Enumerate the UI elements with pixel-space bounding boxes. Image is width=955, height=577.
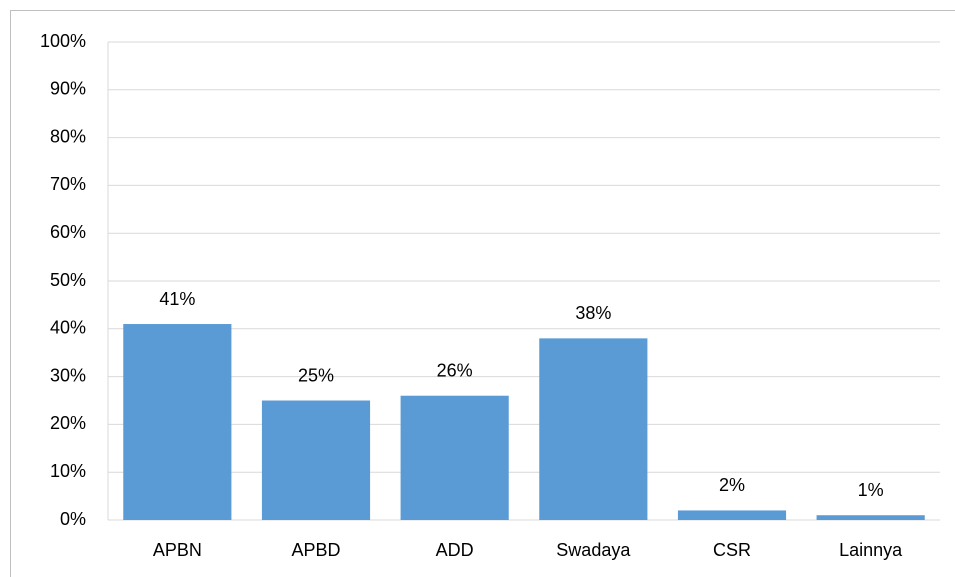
y-tick-label: 70% — [50, 174, 86, 194]
y-tick-label: 20% — [50, 413, 86, 433]
data-label: 25% — [298, 365, 334, 385]
x-tick-label: Lainnya — [839, 540, 903, 560]
bar — [677, 510, 787, 520]
bar — [539, 338, 648, 520]
y-tick-label: 0% — [60, 509, 86, 529]
y-tick-label: 40% — [50, 318, 86, 338]
y-tick-label: 100% — [40, 31, 86, 51]
x-tick-label: ADD — [436, 540, 474, 560]
y-tick-label: 10% — [50, 461, 86, 481]
data-label: 2% — [719, 475, 745, 495]
bar — [261, 400, 371, 520]
data-label: 1% — [858, 480, 884, 500]
y-tick-label: 60% — [50, 222, 86, 242]
bar — [400, 395, 509, 520]
x-tick-label: CSR — [713, 540, 751, 560]
y-tick-label: 80% — [50, 126, 86, 146]
data-label: 26% — [437, 360, 473, 380]
data-label: 38% — [575, 303, 611, 323]
y-tick-label: 50% — [50, 270, 86, 290]
x-tick-label: APBN — [153, 540, 202, 560]
y-tick-label: 90% — [50, 79, 86, 99]
bar — [123, 324, 232, 520]
bar — [816, 515, 925, 520]
data-label: 41% — [159, 289, 195, 309]
x-tick-label: Swadaya — [556, 540, 631, 560]
y-tick-label: 30% — [50, 365, 86, 385]
x-tick-label: APBD — [291, 540, 340, 560]
